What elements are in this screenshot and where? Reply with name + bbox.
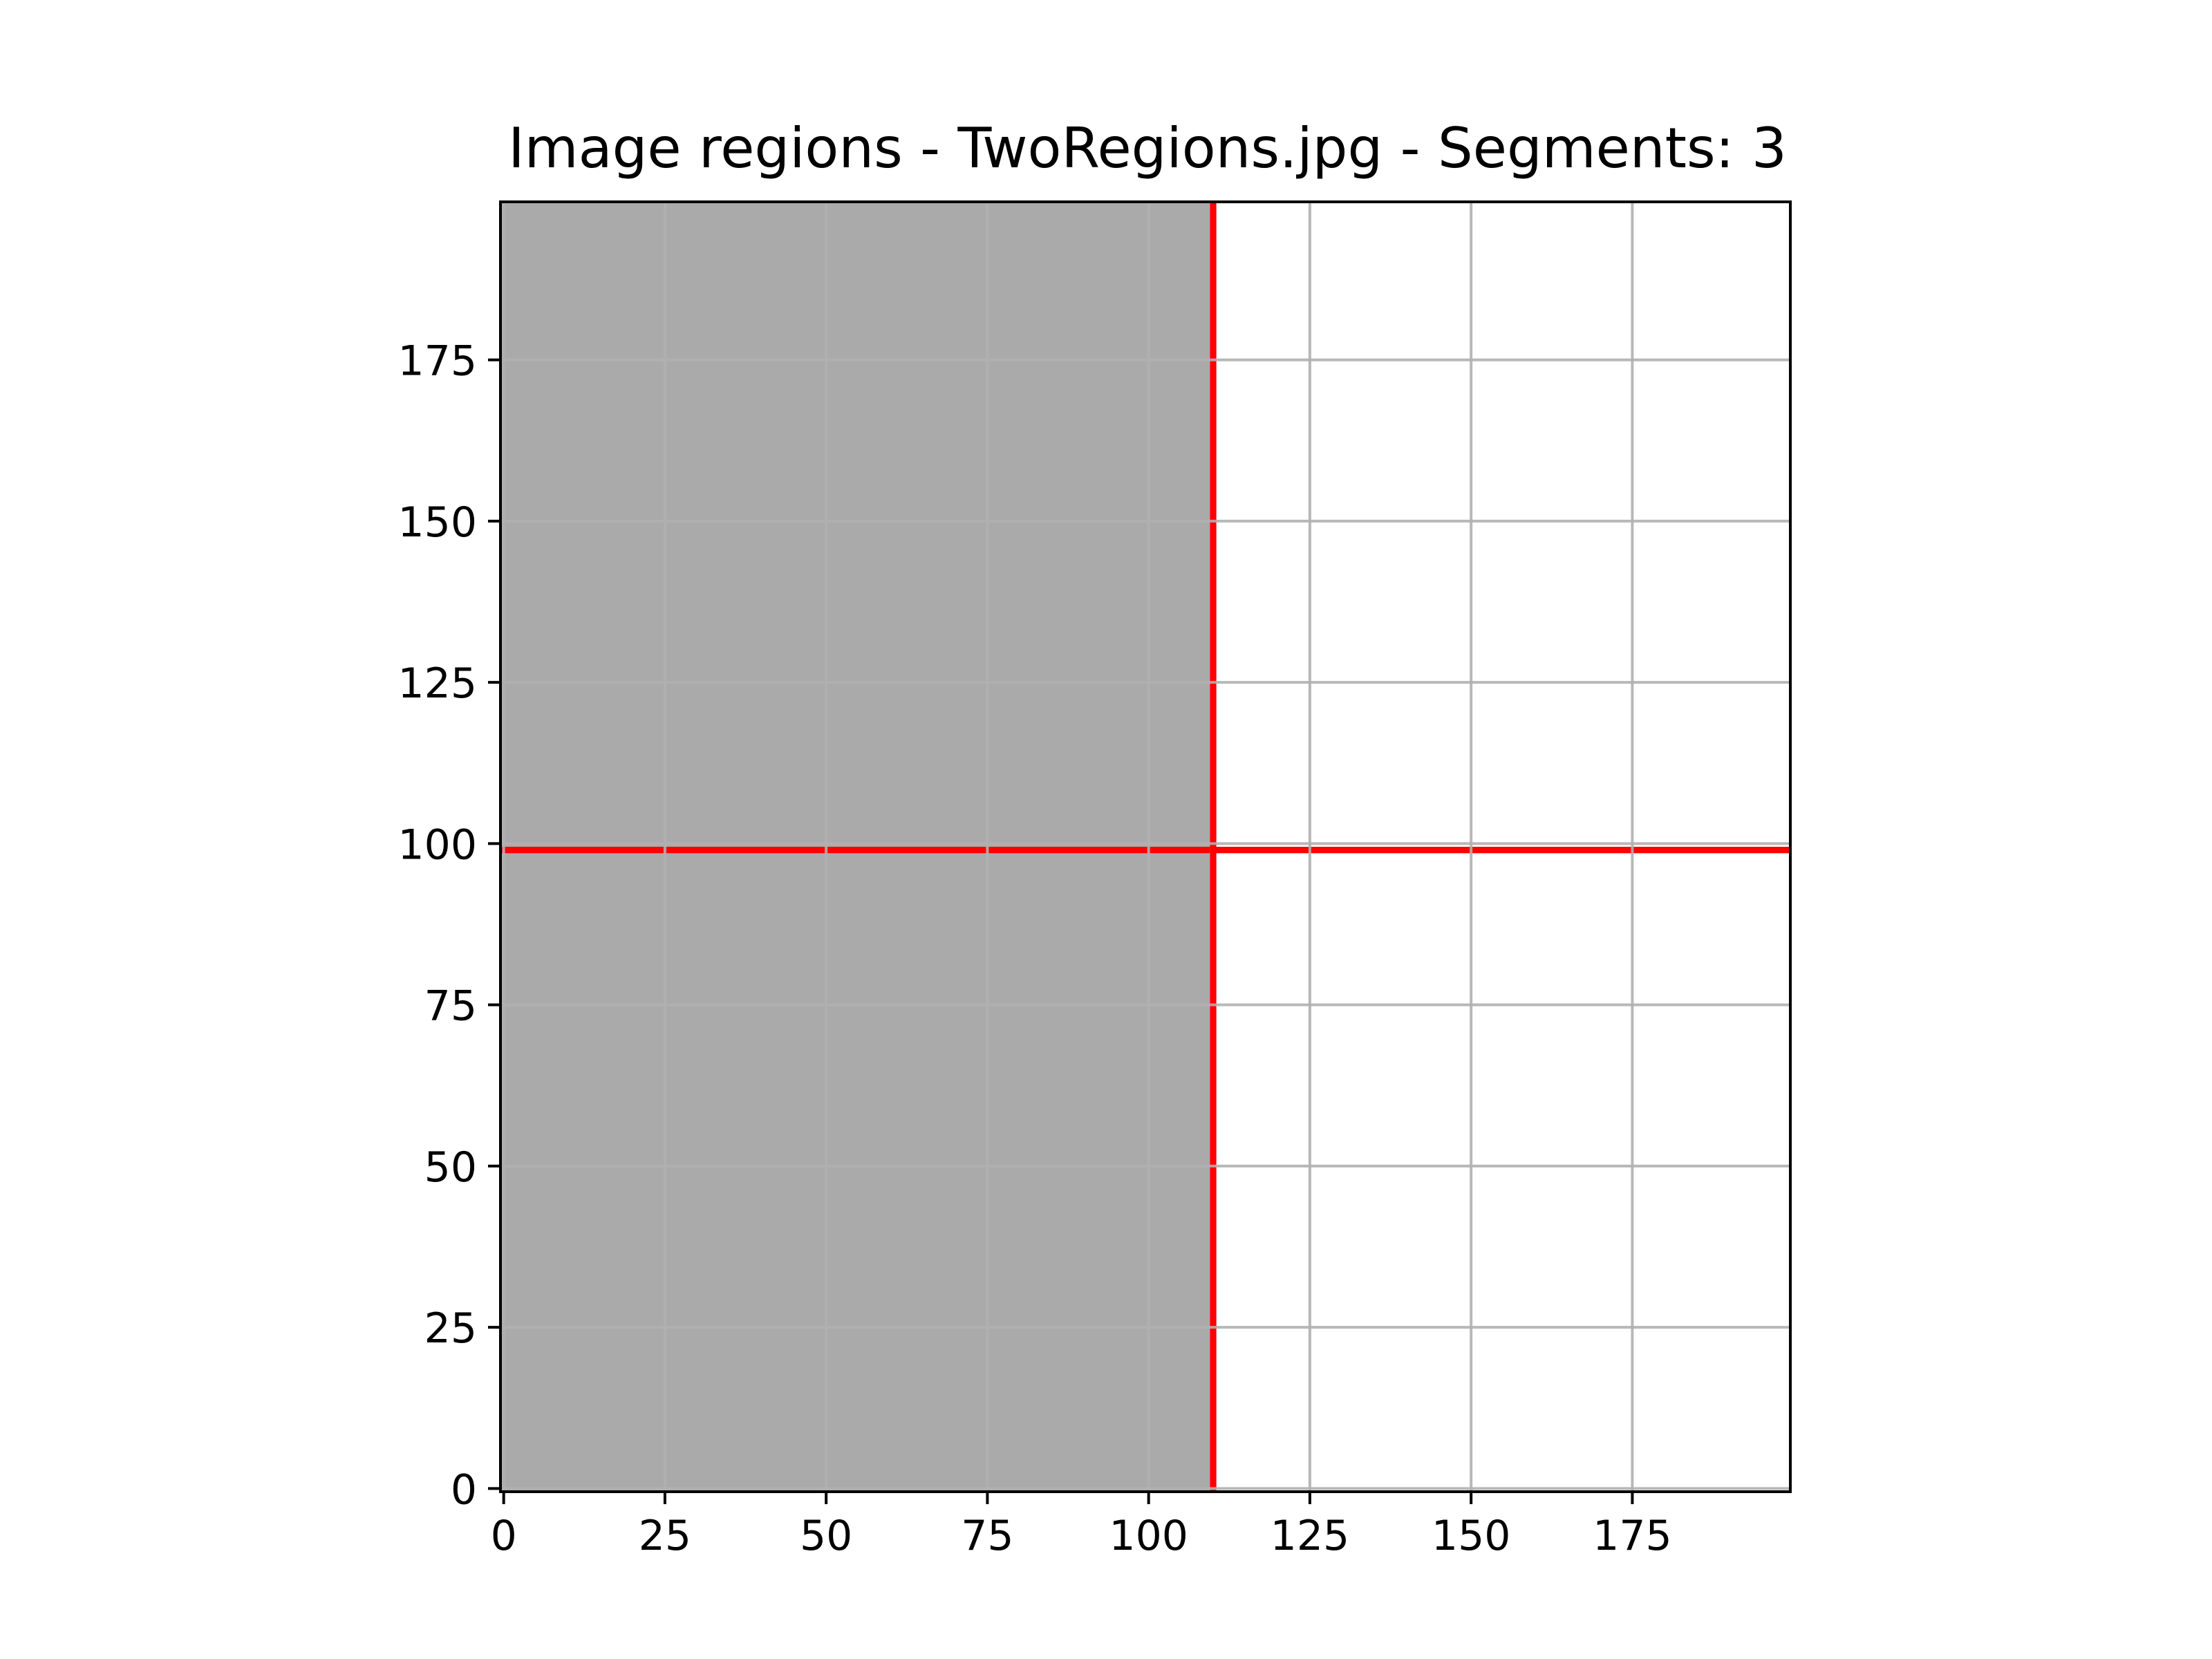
x-tick-label-50: 50 — [800, 1512, 852, 1560]
x-tick-label-25: 25 — [639, 1512, 691, 1560]
y-tick-label-0: 0 — [451, 1465, 477, 1514]
y-tick-label-125: 125 — [397, 659, 477, 708]
boundary-line-3 — [1210, 847, 1790, 854]
x-tick-label-0: 0 — [491, 1512, 517, 1560]
axes-frame — [499, 200, 1792, 1493]
x-tick-label-75: 75 — [961, 1512, 1013, 1560]
y-axis: 0 25 50 75 100 125 150 175 — [397, 337, 500, 1514]
y-tick-label-50: 50 — [424, 1143, 477, 1192]
plot-area — [500, 202, 1790, 1492]
axes-border — [499, 200, 1792, 1493]
x-tick-label-150: 150 — [1432, 1512, 1511, 1560]
y-tick-label-100: 100 — [397, 821, 477, 869]
y-tick-label-175: 175 — [397, 337, 477, 386]
x-tick-label-100: 100 — [1109, 1512, 1188, 1560]
y-tick-label-150: 150 — [397, 498, 477, 547]
boundary-line-2 — [500, 847, 1210, 854]
y-tick-label-75: 75 — [424, 982, 477, 1031]
x-tick-label-125: 125 — [1271, 1512, 1350, 1560]
x-axis: 0 25 50 75 100 125 150 175 — [491, 1492, 1672, 1560]
chart-title: Image regions - TwoRegions.jpg - Segment… — [508, 116, 1787, 180]
x-tick-label-175: 175 — [1593, 1512, 1672, 1560]
y-tick-label-25: 25 — [424, 1304, 477, 1353]
